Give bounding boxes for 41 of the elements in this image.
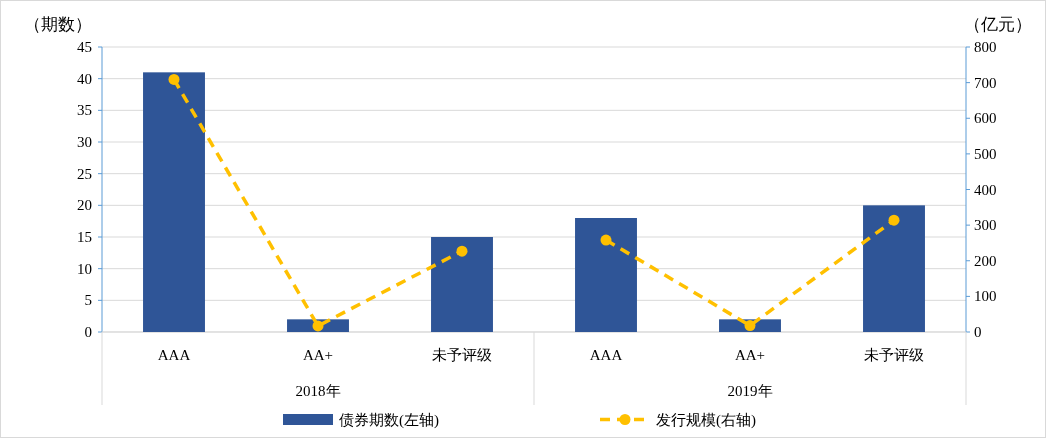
legend-label: 债券期数(左轴) xyxy=(339,412,439,429)
x-tick-label: AAA xyxy=(589,347,623,363)
y-tick-label: 45 xyxy=(77,39,92,55)
y2-axis-title: （亿元） xyxy=(964,15,1032,34)
y-tick-label: 15 xyxy=(77,229,92,245)
x-tick-label: AA+ xyxy=(302,347,334,363)
y-tick-label: 20 xyxy=(77,197,92,214)
point xyxy=(744,320,756,332)
y2-tick-label: 700 xyxy=(974,74,997,91)
y2-tick-label: 0 xyxy=(974,324,982,340)
y-axis-title: （期数） xyxy=(24,15,92,34)
bar xyxy=(143,72,205,332)
bar xyxy=(431,237,493,332)
point xyxy=(312,320,324,332)
y2-tick-label: 200 xyxy=(974,252,997,269)
point xyxy=(600,234,612,246)
text: 2019年 xyxy=(727,383,773,399)
y2-tick-label: 500 xyxy=(974,145,997,162)
point xyxy=(888,214,900,226)
y2-tick-label: 600 xyxy=(974,110,997,127)
bar xyxy=(863,205,925,332)
y2-tick-label: 100 xyxy=(974,288,997,305)
x-tick-label: AAA xyxy=(157,347,191,363)
x-tick-label: 未予评级 xyxy=(864,347,924,363)
y2-tick-label: 300 xyxy=(974,217,997,234)
legend-label: 发行规模(右轴) xyxy=(656,412,756,429)
y-tick-label: 25 xyxy=(77,165,92,182)
y-tick-label: 40 xyxy=(77,70,92,87)
point xyxy=(168,73,180,85)
x-tick-label: AA+ xyxy=(734,347,766,363)
x-tick-label: 未予评级 xyxy=(432,347,492,363)
point xyxy=(456,245,468,257)
text: 2018年 xyxy=(295,383,341,399)
y-tick-label: 10 xyxy=(77,260,92,277)
y-tick-label: 35 xyxy=(77,102,92,119)
y2-tick-label: 400 xyxy=(974,181,997,198)
y-tick-label: 5 xyxy=(84,292,92,309)
y2-tick-label: 800 xyxy=(974,39,997,55)
bar xyxy=(575,218,637,332)
y-tick-label: 30 xyxy=(77,134,92,150)
y-tick-label: 0 xyxy=(84,324,92,340)
